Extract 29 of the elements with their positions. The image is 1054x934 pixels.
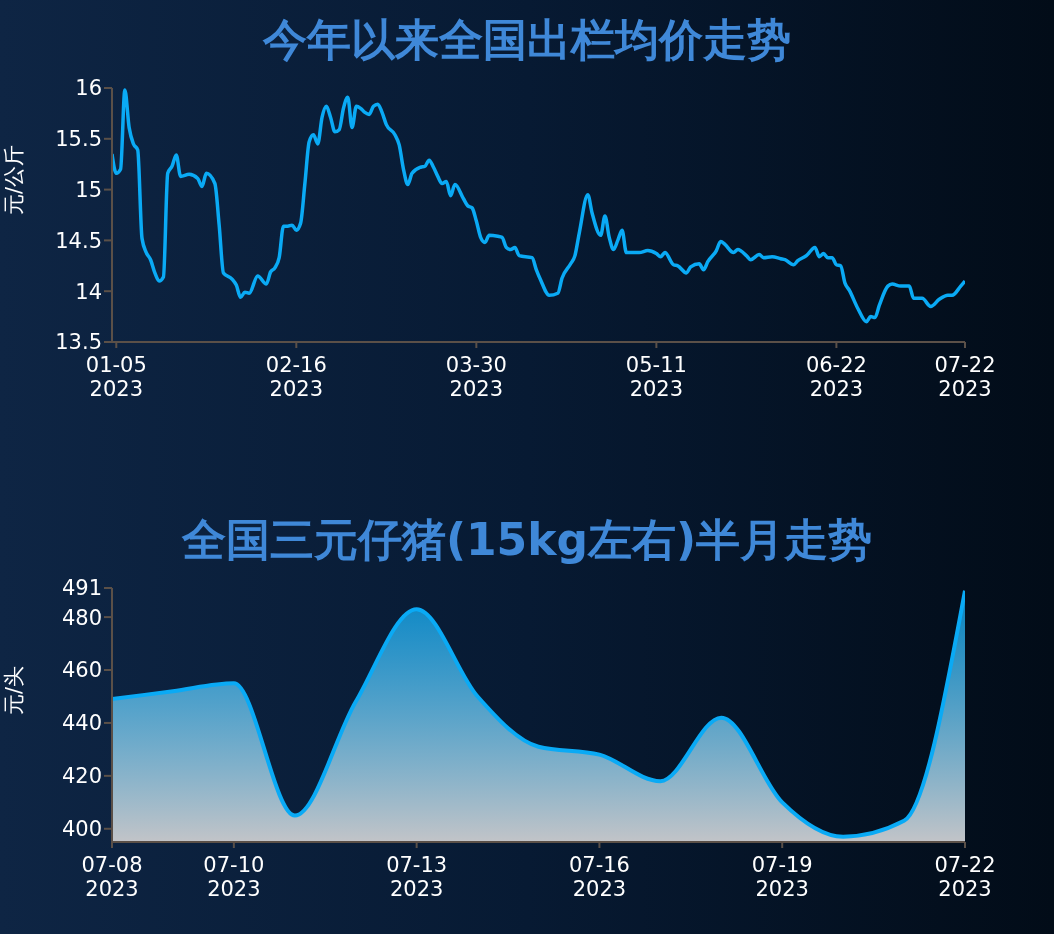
line-series	[112, 88, 965, 324]
x-tick-label: 06-22 2023	[805, 353, 867, 401]
y-tick-label: 13.5	[55, 330, 102, 355]
y-tick-label: 14.5	[55, 228, 102, 253]
x-tick-label: 07-10 2023	[203, 853, 265, 901]
chart-title: 全国三元仔猪(15kg左右)半月走势	[180, 513, 874, 567]
y-tick-label: 440	[61, 711, 102, 736]
chart-title: 今年以来全国出栏均价走势	[261, 13, 792, 67]
x-tick-label: 05-11 2023	[625, 353, 687, 401]
x-tick-label: 01-05 2023	[85, 353, 147, 401]
y-tick-label: 15	[75, 178, 102, 203]
y-tick-label: 460	[61, 658, 102, 683]
x-tick-label: 07-19 2023	[751, 853, 813, 901]
y-tick-label: 16	[75, 76, 102, 101]
y-tick-label: 480	[61, 605, 102, 630]
y-tick-label: 14	[75, 279, 102, 304]
y-tick-label: 491	[61, 576, 102, 601]
y-axis-title: 元/公斤	[2, 144, 27, 215]
y-tick-label: 400	[61, 817, 102, 842]
y-axis-title: 元/头	[2, 665, 27, 715]
x-tick-label: 07-16 2023	[568, 853, 630, 901]
x-tick-label: 02-16 2023	[265, 353, 327, 401]
x-tick-label: 07-22 2023	[934, 853, 996, 901]
y-tick-label: 15.5	[55, 127, 102, 152]
x-tick-label: 03-30 2023	[445, 353, 507, 401]
x-tick-label: 07-13 2023	[386, 853, 448, 901]
x-tick-label: 07-22 2023	[934, 353, 996, 401]
x-tick-label: 07-08 2023	[81, 853, 143, 901]
y-tick-label: 420	[61, 764, 102, 789]
